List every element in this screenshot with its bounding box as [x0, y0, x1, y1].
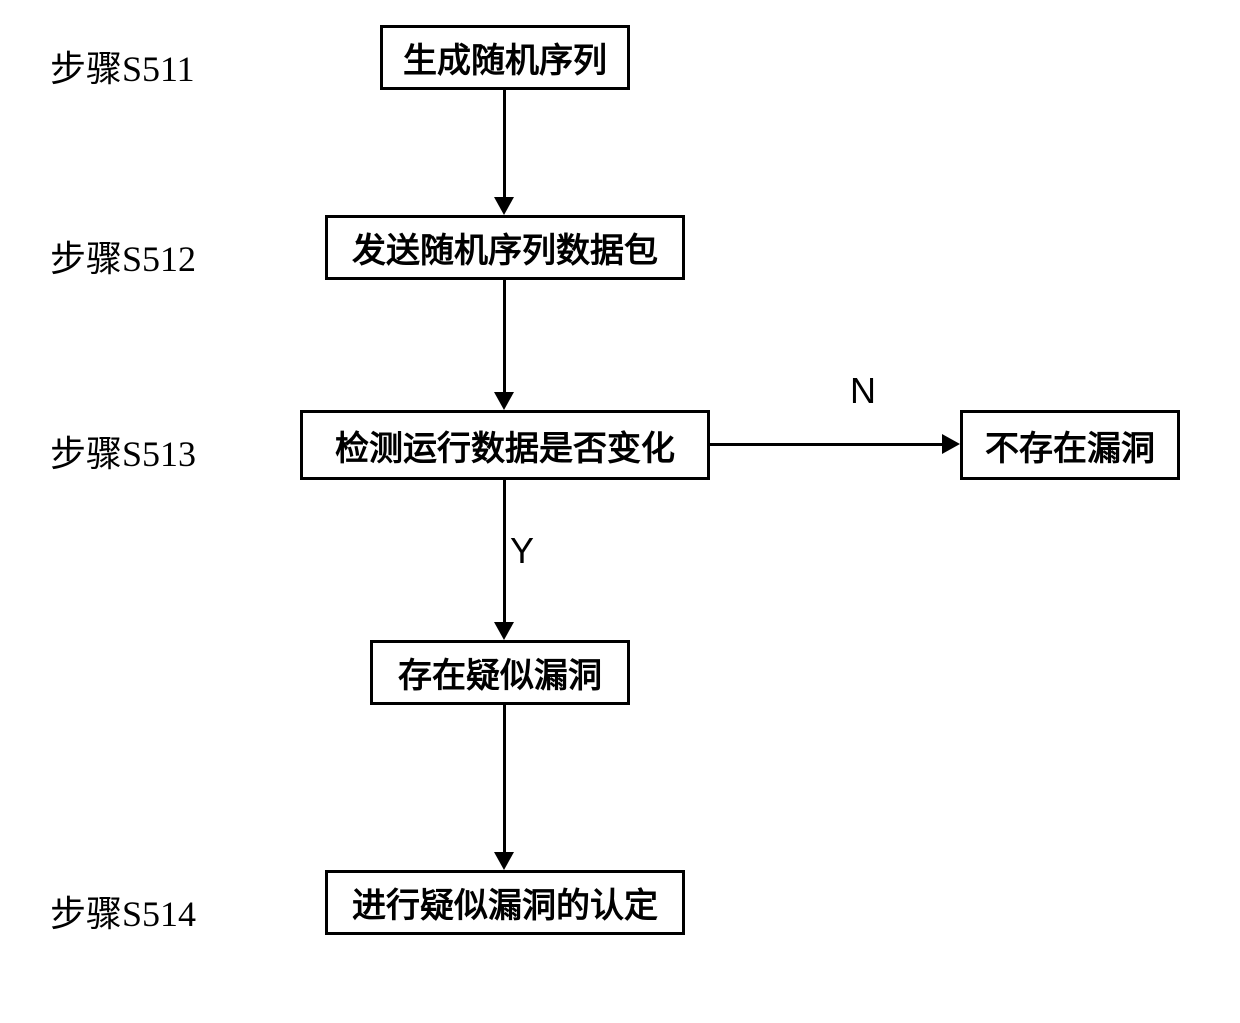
- arrow-head-icon: [494, 392, 514, 410]
- arrow-line: [503, 705, 506, 853]
- arrow-line: [503, 90, 506, 198]
- arrow-head-icon: [942, 434, 960, 454]
- arrow-line: [503, 480, 506, 623]
- flowchart-box-suspected-vulnerability: 存在疑似漏洞: [370, 640, 630, 705]
- arrow-head-icon: [494, 197, 514, 215]
- arrow-line: [710, 443, 943, 446]
- branch-label-yes: Y: [510, 530, 534, 572]
- step-label-s513: 步骤S513: [50, 425, 196, 477]
- arrow-head-icon: [494, 622, 514, 640]
- flowchart-box-confirm-vulnerability: 进行疑似漏洞的认定: [325, 870, 685, 935]
- flowchart-box-detect-change: 检测运行数据是否变化: [300, 410, 710, 480]
- branch-label-no: N: [850, 370, 876, 412]
- flowchart-box-send-packet: 发送随机序列数据包: [325, 215, 685, 280]
- flowchart-box-generate-sequence: 生成随机序列: [380, 25, 630, 90]
- arrow-line: [503, 280, 506, 393]
- step-label-s514: 步骤S514: [50, 885, 196, 937]
- flowchart-box-no-vulnerability: 不存在漏洞: [960, 410, 1180, 480]
- arrow-head-icon: [494, 852, 514, 870]
- step-label-s511: 步骤S511: [50, 40, 195, 92]
- step-label-s512: 步骤S512: [50, 230, 196, 282]
